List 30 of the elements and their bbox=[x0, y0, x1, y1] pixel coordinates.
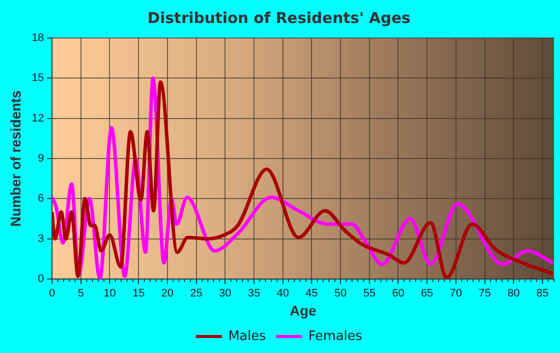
x-tick-label: 85 bbox=[536, 288, 549, 300]
legend-label: Females bbox=[308, 328, 362, 344]
x-tick-label: 50 bbox=[334, 288, 347, 300]
y-tick-label: 15 bbox=[32, 72, 44, 84]
y-tick-label: 3 bbox=[38, 232, 44, 245]
x-tick-label: 10 bbox=[104, 288, 116, 300]
x-tick-label: 65 bbox=[420, 288, 434, 300]
y-tick-label: 18 bbox=[32, 32, 44, 44]
x-tick-label: 25 bbox=[190, 288, 202, 300]
x-tick-label: 60 bbox=[392, 288, 404, 300]
x-tick-label: 30 bbox=[219, 288, 232, 300]
x-tick-label: 15 bbox=[132, 288, 145, 300]
x-tick-label: 45 bbox=[306, 288, 318, 300]
x-tick-label: 75 bbox=[478, 288, 491, 300]
x-tick-label: 35 bbox=[248, 288, 260, 300]
x-axis-title: Age bbox=[290, 302, 316, 318]
legend-label: Males bbox=[228, 328, 266, 344]
x-tick-label: 0 bbox=[48, 288, 56, 300]
y-tick-label: 6 bbox=[38, 192, 44, 205]
y-axis-title: Number of residents bbox=[7, 90, 24, 227]
x-tick-label: 70 bbox=[450, 288, 462, 300]
y-tick-label: 12 bbox=[32, 112, 44, 124]
chart-title: Distribution of Residents' Ages bbox=[148, 8, 411, 27]
x-tick-label: 40 bbox=[276, 288, 289, 300]
x-tick-label: 80 bbox=[507, 288, 520, 300]
x-tick-label: 5 bbox=[78, 288, 84, 300]
x-tick-label: 55 bbox=[363, 288, 376, 300]
y-tick-label: 0 bbox=[38, 273, 44, 286]
x-tick-label: 20 bbox=[161, 288, 174, 300]
y-tick-label: 9 bbox=[38, 152, 44, 165]
